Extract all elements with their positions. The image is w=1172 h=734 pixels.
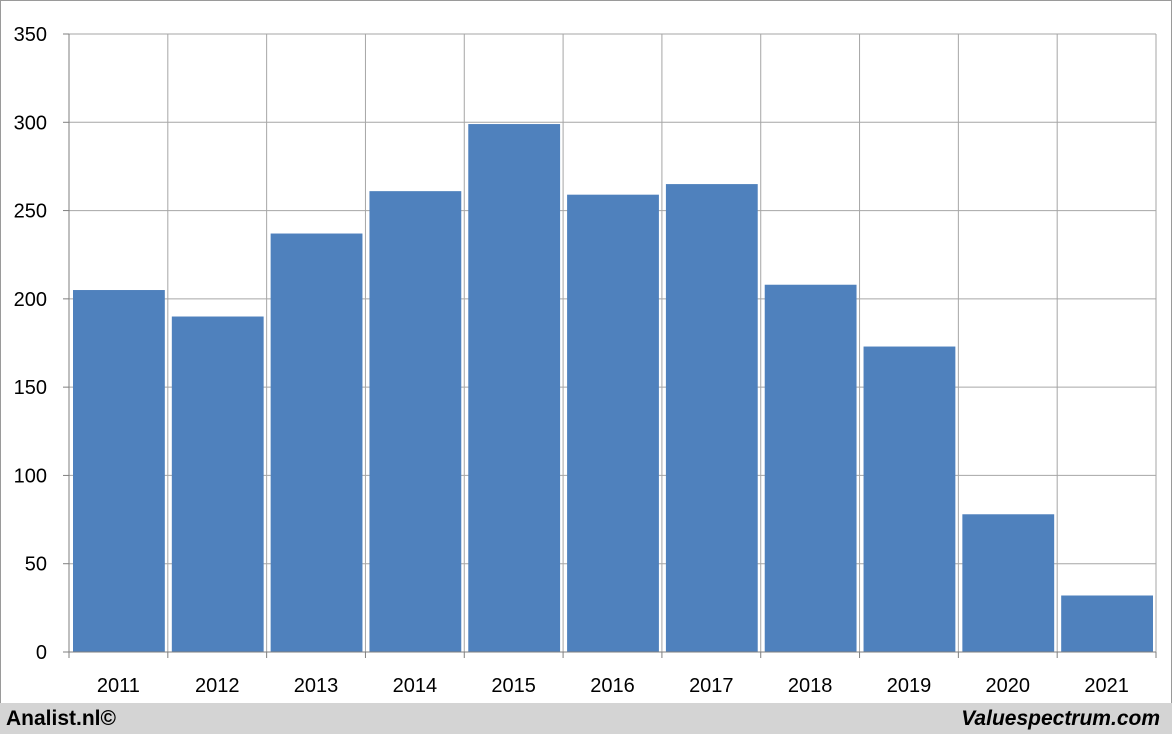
x-tick-label: 2021 [1084,675,1129,697]
y-tick-label: 0 [36,642,47,664]
bar-2012 [171,316,264,652]
footer-source-right: Valuespectrum.com [961,707,1160,730]
bar-2016 [567,194,659,652]
bar-2011 [73,290,165,652]
x-tick-label: 2013 [294,675,339,697]
footer-source-left: Analist.nl© [6,707,116,730]
y-tick-label: 50 [25,554,47,576]
y-tick-labels: 0 50 100 150 200 250 300 350 [14,24,47,664]
x-tick-label: 2015 [491,675,536,697]
footer-bar: Analist.nl© Valuespectrum.com [0,703,1172,734]
y-tick-label: 100 [14,465,47,487]
bar-2015 [468,124,561,652]
bar-2013 [270,233,363,653]
x-tick-label: 2011 [97,675,140,697]
bar-2019 [863,346,956,652]
x-tick-labels: 2011 2012 2013 2014 2015 2016 2017 2018 2019 2020… [97,675,1129,697]
bar-2021 [1061,595,1153,652]
x-tick-label: 2019 [887,675,932,697]
y-tick-label: 350 [14,24,47,46]
bar-2017 [665,184,758,653]
x-tick-label: 2020 [986,675,1031,697]
x-tick-label: 2016 [590,675,635,697]
y-tick-label: 150 [14,377,47,399]
bar-2018 [764,284,857,652]
x-tick-label: 2017 [689,675,734,697]
bars [73,124,1153,653]
axes [63,33,1157,658]
y-tick-label: 250 [14,201,47,223]
bar-2020 [962,514,1055,652]
y-tick-label: 300 [14,112,47,134]
x-tick-label: 2018 [788,675,833,697]
y-tick-label: 200 [14,289,47,311]
bar-2014 [369,191,462,653]
x-tick-label: 2012 [195,675,240,697]
x-tick-label: 2014 [393,675,438,697]
